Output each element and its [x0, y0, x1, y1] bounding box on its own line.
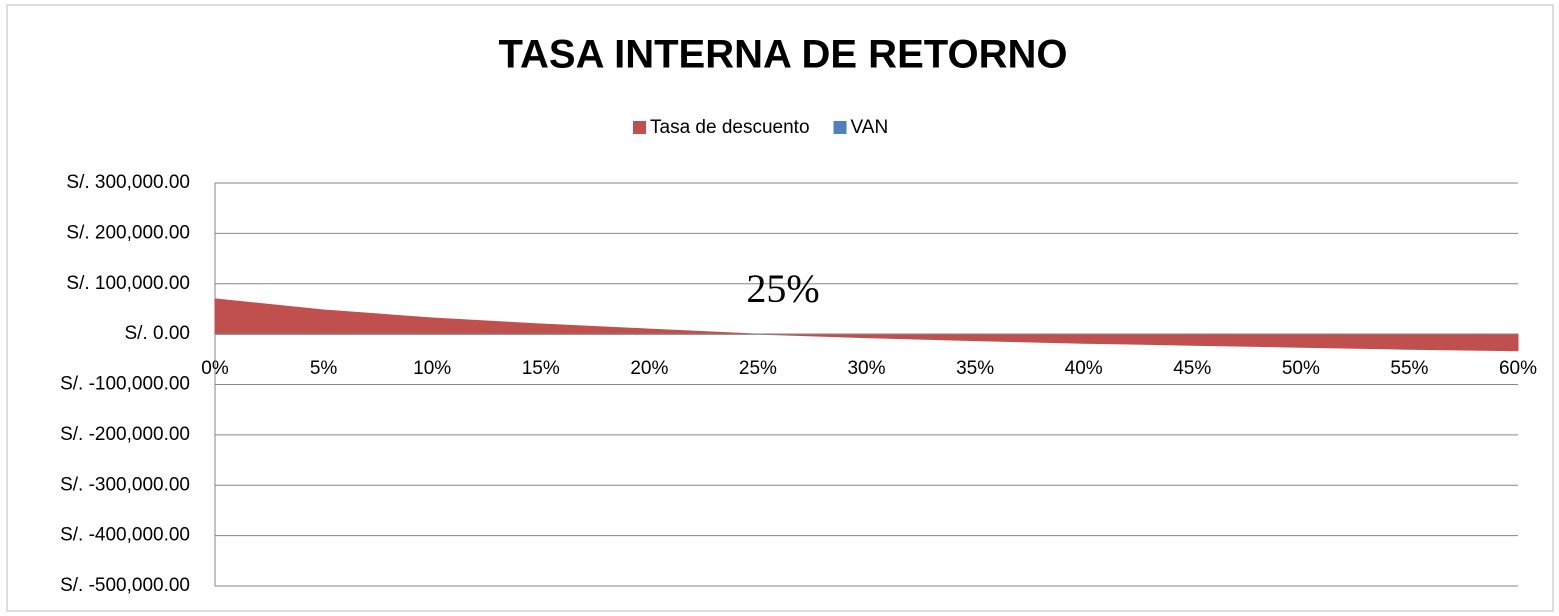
- x-tick-label: 45%: [1173, 358, 1211, 379]
- x-tick-label: 15%: [522, 358, 560, 379]
- x-tick-label: 10%: [413, 358, 451, 379]
- x-tick-label: 50%: [1282, 358, 1320, 379]
- legend-label: VAN: [851, 117, 889, 138]
- x-tick-label: 35%: [956, 358, 994, 379]
- y-tick-label: S/. 200,000.00: [66, 222, 190, 243]
- area: [214, 298, 1519, 352]
- y-tick-label: S/. 0.00: [125, 323, 191, 344]
- legend-swatch: [833, 121, 847, 134]
- x-tick-label: 30%: [847, 358, 885, 379]
- x-tick-label: 40%: [1065, 358, 1103, 379]
- y-tick-label: S/. -400,000.00: [60, 525, 190, 546]
- x-tick-label: 60%: [1499, 358, 1537, 379]
- y-tick-label: S/. 100,000.00: [66, 273, 190, 294]
- y-tick-label: S/. 300,000.00: [66, 172, 190, 193]
- chart-title: TASA INTERNA DE RETORNO: [499, 33, 1068, 77]
- y-tick-label: S/. -200,000.00: [60, 424, 190, 445]
- x-tick-label: 55%: [1390, 358, 1428, 379]
- x-tick-label: 25%: [739, 358, 777, 379]
- x-tick-label: 5%: [310, 358, 338, 379]
- legend-label: Tasa de descuento: [650, 117, 810, 138]
- y-tick-label: S/. -100,000.00: [60, 374, 190, 395]
- x-tick-label: 20%: [630, 358, 668, 379]
- legend-swatch: [633, 121, 646, 134]
- y-tick-label: S/. -500,000.00: [60, 575, 190, 596]
- annotation: 25%: [746, 266, 819, 311]
- y-tick-label: S/. -300,000.00: [60, 474, 190, 495]
- x-tick-label: 0%: [201, 358, 229, 379]
